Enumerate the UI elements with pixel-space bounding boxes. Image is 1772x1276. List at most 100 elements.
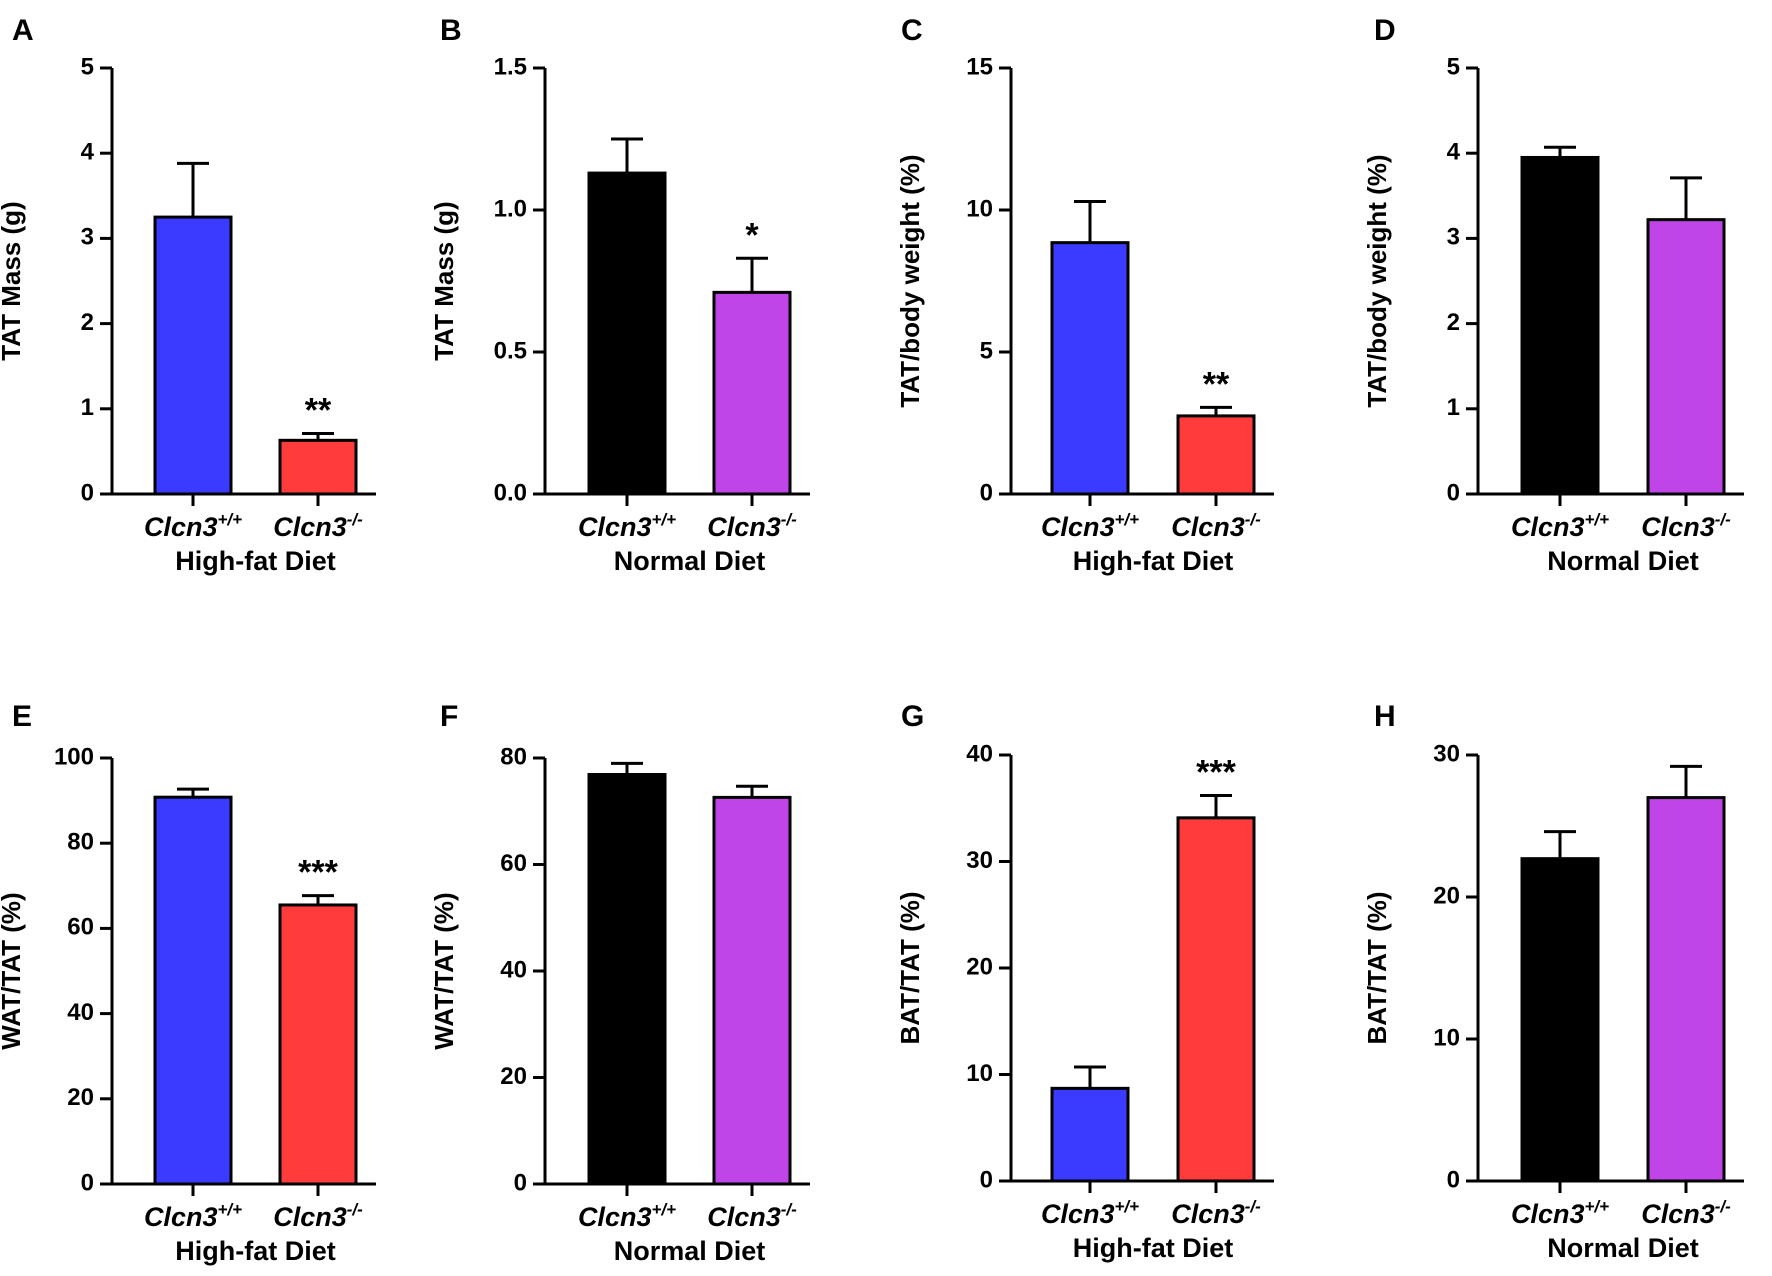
panel-label: F	[440, 700, 458, 733]
significance-label: **	[1203, 365, 1230, 403]
y-tick-label: 60	[67, 914, 94, 941]
y-tick-label: 1	[81, 394, 94, 421]
bar	[278, 903, 358, 1186]
x-axis-label: High-fat Diet	[175, 1236, 335, 1266]
y-tick-label: 100	[54, 743, 94, 770]
x-tick-label-sup: -/-	[347, 1200, 363, 1219]
x-tick-label-base: Clcn3	[144, 1202, 218, 1232]
x-tick-label-base: Clcn3	[273, 512, 347, 542]
x-axis-label: Normal Diet	[1547, 1233, 1699, 1263]
x-tick-label-base: Clcn3	[578, 512, 652, 542]
x-tick-label: Clcn3+/+	[1041, 1197, 1139, 1229]
y-tick-label: 20	[500, 1063, 527, 1090]
y-tick-label: 30	[966, 847, 993, 874]
y-axis-label: TAT/body weight (%)	[1362, 154, 1392, 407]
x-tick-label-sup: +/+	[1114, 1197, 1139, 1216]
x-tick-label-sup: +/+	[651, 1200, 676, 1219]
x-tick-label-sup: +/+	[1114, 510, 1139, 529]
x-tick-label: Clcn3-/-	[707, 510, 797, 542]
x-axis-label: Normal Diet	[1547, 546, 1699, 576]
bar	[1176, 414, 1256, 496]
y-axis-label: WAT/TAT (%)	[429, 892, 459, 1049]
bar	[712, 795, 792, 1186]
x-tick-label-base: Clcn3	[1171, 1199, 1245, 1229]
y-tick-label: 10	[966, 1060, 993, 1087]
bar	[278, 438, 358, 496]
bar	[587, 773, 667, 1186]
y-tick-label: 5	[1447, 53, 1460, 80]
x-axis-label: Normal Diet	[614, 546, 766, 576]
y-tick-label: 40	[966, 740, 993, 767]
x-tick-label-base: Clcn3	[707, 512, 781, 542]
y-tick-label: 5	[81, 53, 94, 80]
bar	[1176, 816, 1256, 1183]
x-tick-label-sup: +/+	[1584, 510, 1609, 529]
x-tick-label-sup: -/-	[781, 1200, 797, 1219]
x-tick-label: Clcn3-/-	[1641, 510, 1731, 542]
y-tick-label: 1.5	[494, 53, 527, 80]
y-tick-label: 5	[980, 337, 993, 364]
bar	[587, 171, 667, 496]
x-tick-label-sup: +/+	[1584, 1197, 1609, 1216]
panel-label: D	[1374, 14, 1396, 47]
x-tick-label-base: Clcn3	[1511, 1199, 1585, 1229]
y-tick-label: 0	[1447, 479, 1460, 506]
y-tick-label: 2	[81, 309, 94, 336]
x-tick-label-base: Clcn3	[144, 512, 218, 542]
x-axis-label: High-fat Diet	[1073, 1233, 1233, 1263]
x-tick-label-base: Clcn3	[1041, 1199, 1115, 1229]
x-tick-label-sup: +/+	[217, 1200, 242, 1219]
x-tick-label: Clcn3+/+	[144, 510, 242, 542]
x-tick-label-base: Clcn3	[1041, 512, 1115, 542]
bar	[1520, 857, 1600, 1183]
x-tick-label-sup: -/-	[1245, 510, 1261, 529]
x-tick-label: Clcn3-/-	[1641, 1197, 1731, 1229]
y-tick-label: 0	[81, 479, 94, 506]
y-tick-label: 15	[966, 53, 993, 80]
panel-label: A	[12, 14, 34, 47]
y-tick-label: 3	[81, 224, 94, 251]
y-tick-label: 1.0	[494, 195, 527, 222]
bar	[712, 290, 792, 496]
y-tick-label: 40	[500, 956, 527, 983]
x-tick-label-sup: +/+	[651, 510, 676, 529]
significance-label: ***	[1196, 753, 1236, 791]
y-tick-label: 4	[81, 139, 95, 166]
x-tick-label: Clcn3-/-	[707, 1200, 797, 1232]
y-tick-label: 0	[980, 479, 993, 506]
y-axis-label: TAT Mass (g)	[429, 201, 459, 360]
panel-label: C	[901, 14, 923, 47]
y-tick-label: 10	[1433, 1024, 1460, 1051]
y-axis-label: TAT Mass (g)	[0, 201, 26, 360]
x-tick-label: Clcn3-/-	[273, 510, 363, 542]
x-tick-label-base: Clcn3	[273, 1202, 347, 1232]
x-tick-label-base: Clcn3	[1641, 1199, 1715, 1229]
panel-label: E	[12, 700, 32, 733]
x-tick-label-sup: -/-	[1245, 1197, 1261, 1216]
x-tick-label: Clcn3-/-	[1171, 1197, 1261, 1229]
x-axis-label: Normal Diet	[614, 1236, 766, 1266]
y-tick-label: 40	[67, 999, 94, 1026]
y-tick-label: 20	[67, 1084, 94, 1111]
significance-label: ***	[298, 854, 338, 892]
y-tick-label: 0	[980, 1166, 993, 1193]
y-tick-label: 60	[500, 850, 527, 877]
bar	[153, 795, 233, 1186]
significance-label: *	[745, 216, 759, 254]
bar	[1520, 155, 1600, 496]
x-tick-label-base: Clcn3	[578, 1202, 652, 1232]
x-axis-label: High-fat Diet	[175, 546, 335, 576]
y-tick-label: 1	[1447, 394, 1460, 421]
bar	[1050, 1086, 1130, 1183]
panel-label: H	[1374, 700, 1396, 733]
x-tick-label: Clcn3+/+	[1511, 1197, 1609, 1229]
y-axis-label: BAT/TAT (%)	[1362, 891, 1392, 1044]
x-tick-label: Clcn3+/+	[144, 1200, 242, 1232]
x-tick-label-base: Clcn3	[1171, 512, 1245, 542]
y-tick-label: 0.0	[494, 479, 527, 506]
